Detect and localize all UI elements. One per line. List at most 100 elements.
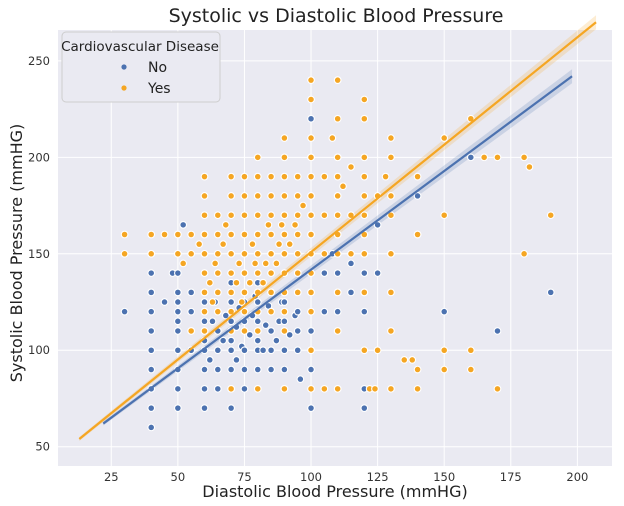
- legend-label-yes: Yes: [147, 81, 171, 97]
- data-point-yes: [213, 307, 222, 316]
- data-point-no: [120, 307, 129, 316]
- data-point-yes: [267, 249, 275, 258]
- data-point-yes: [253, 384, 262, 393]
- legend-box: [61, 31, 221, 103]
- data-point-no: [200, 404, 209, 412]
- data-point-yes: [328, 134, 337, 142]
- data-point-no: [347, 288, 355, 297]
- data-point-yes: [227, 211, 235, 220]
- data-point-no: [267, 365, 275, 374]
- data-point-yes: [240, 230, 249, 239]
- data-point-no: [174, 327, 182, 335]
- data-point-yes: [291, 220, 299, 229]
- data-point-no: [333, 307, 342, 316]
- data-point-yes: [280, 172, 289, 181]
- data-point-yes: [267, 172, 275, 181]
- data-point-yes: [253, 249, 262, 258]
- legend-marker-yes: [121, 85, 127, 91]
- data-point-yes: [293, 192, 302, 200]
- data-point-yes: [240, 211, 249, 220]
- data-point-yes: [277, 220, 286, 229]
- x-tick-label: 200: [566, 470, 588, 484]
- data-point-no: [546, 288, 555, 297]
- data-point-no: [285, 330, 294, 339]
- data-point-yes: [307, 172, 315, 181]
- regression-line-no: [102, 75, 573, 425]
- x-tick-label: 100: [300, 470, 322, 484]
- data-point-yes: [408, 356, 417, 364]
- data-point-yes: [261, 259, 270, 268]
- data-point-yes: [333, 288, 342, 297]
- data-point-no: [221, 311, 230, 320]
- data-point-no: [200, 298, 209, 306]
- data-point-yes: [307, 95, 315, 104]
- data-point-yes: [200, 192, 209, 200]
- data-point-yes: [307, 346, 315, 355]
- data-point-yes: [205, 278, 214, 287]
- data-point-yes: [360, 249, 369, 258]
- data-point-no: [240, 365, 249, 374]
- legend-title: Cardiovascular Disease: [61, 39, 219, 55]
- data-point-no: [179, 220, 188, 229]
- data-point-yes: [200, 269, 209, 277]
- legend-marker-no: [121, 64, 127, 70]
- data-point-no: [147, 404, 156, 412]
- data-point-no: [293, 307, 302, 316]
- data-point-no: [232, 356, 241, 364]
- data-point-no: [267, 327, 275, 335]
- data-point-yes: [240, 288, 249, 297]
- x-tick-label: 50: [171, 470, 186, 484]
- data-point-no: [227, 317, 235, 326]
- data-point-yes: [267, 269, 275, 277]
- data-point-no: [245, 330, 254, 339]
- data-point-no: [213, 365, 222, 374]
- data-point-yes: [248, 240, 257, 248]
- data-point-yes: [227, 307, 235, 316]
- data-point-yes: [293, 249, 302, 258]
- data-point-yes: [520, 153, 528, 162]
- data-point-yes: [237, 298, 246, 306]
- data-point-yes: [235, 259, 243, 268]
- data-point-yes: [267, 230, 275, 239]
- data-point-no: [307, 114, 315, 123]
- data-point-yes: [160, 230, 169, 239]
- data-point-yes: [307, 76, 315, 85]
- data-point-no: [174, 288, 182, 297]
- data-point-yes: [280, 153, 289, 162]
- data-point-no: [280, 298, 289, 306]
- data-point-no: [227, 365, 235, 374]
- x-tick-label: 175: [500, 470, 522, 484]
- data-point-no: [267, 346, 275, 355]
- data-point-yes: [227, 192, 235, 200]
- data-point-no: [219, 336, 227, 345]
- data-point-no: [272, 336, 281, 345]
- data-point-yes: [240, 269, 249, 277]
- data-point-yes: [253, 153, 262, 162]
- data-point-yes: [195, 240, 204, 248]
- data-point-no: [413, 192, 422, 200]
- data-point-yes: [200, 327, 209, 335]
- data-point-yes: [221, 220, 230, 229]
- data-point-yes: [120, 249, 129, 258]
- data-point-yes: [253, 230, 262, 239]
- data-point-yes: [253, 327, 262, 335]
- data-point-yes: [293, 211, 302, 220]
- data-point-yes: [360, 192, 369, 200]
- data-point-yes: [280, 134, 289, 142]
- data-point-yes: [520, 249, 528, 258]
- data-point-no: [160, 298, 169, 306]
- data-point-yes: [387, 249, 395, 258]
- data-point-yes: [187, 230, 196, 239]
- data-point-yes: [307, 230, 315, 239]
- data-point-yes: [387, 211, 395, 220]
- data-point-yes: [347, 163, 355, 171]
- y-tick-label: 50: [35, 440, 50, 454]
- data-point-yes: [240, 307, 249, 316]
- data-point-no: [174, 346, 182, 355]
- data-point-yes: [440, 346, 449, 355]
- data-point-yes: [387, 192, 395, 200]
- data-point-yes: [147, 249, 156, 258]
- data-point-yes: [333, 211, 342, 220]
- data-point-yes: [360, 211, 369, 220]
